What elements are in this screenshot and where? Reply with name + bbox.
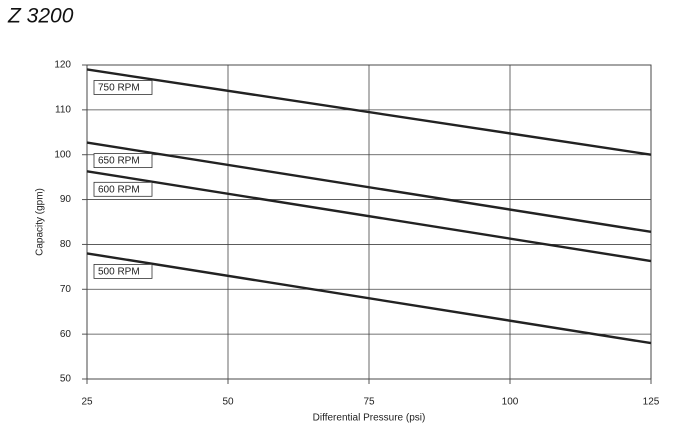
y-tick-label: 120 <box>54 60 71 71</box>
x-tick-label: 100 <box>502 397 519 408</box>
series-line <box>86 68 652 156</box>
x-axis-label: Differential Pressure (psi) <box>313 413 426 424</box>
x-tick-label: 75 <box>363 397 375 408</box>
y-axis-label: Capacity (gpm) <box>35 188 46 256</box>
series-line <box>86 252 652 345</box>
y-tick-label: 60 <box>60 329 72 340</box>
series-label: 750 RPM <box>98 83 140 94</box>
y-tick-label: 90 <box>60 194 72 205</box>
series-label-box <box>93 181 153 197</box>
y-tick-label: 110 <box>55 104 71 115</box>
y-tick-label: 50 <box>60 374 72 385</box>
chart-title: Z 3200 <box>7 5 74 28</box>
x-tick-label: 125 <box>643 397 660 408</box>
x-tick-label: 50 <box>222 397 234 408</box>
series-label: 650 RPM <box>98 156 140 167</box>
series-label-box <box>93 263 153 279</box>
y-tick-label: 70 <box>60 284 72 295</box>
x-tick-label: 25 <box>81 397 93 408</box>
series-label: 600 RPM <box>98 184 140 195</box>
series-label: 500 RPM <box>98 267 140 278</box>
y-tick-label: 80 <box>60 239 72 250</box>
series-line <box>86 170 652 263</box>
series-line <box>86 141 652 234</box>
series-label-box <box>93 80 153 95</box>
y-tick-label: 100 <box>54 149 71 160</box>
series-label-box <box>93 153 153 169</box>
